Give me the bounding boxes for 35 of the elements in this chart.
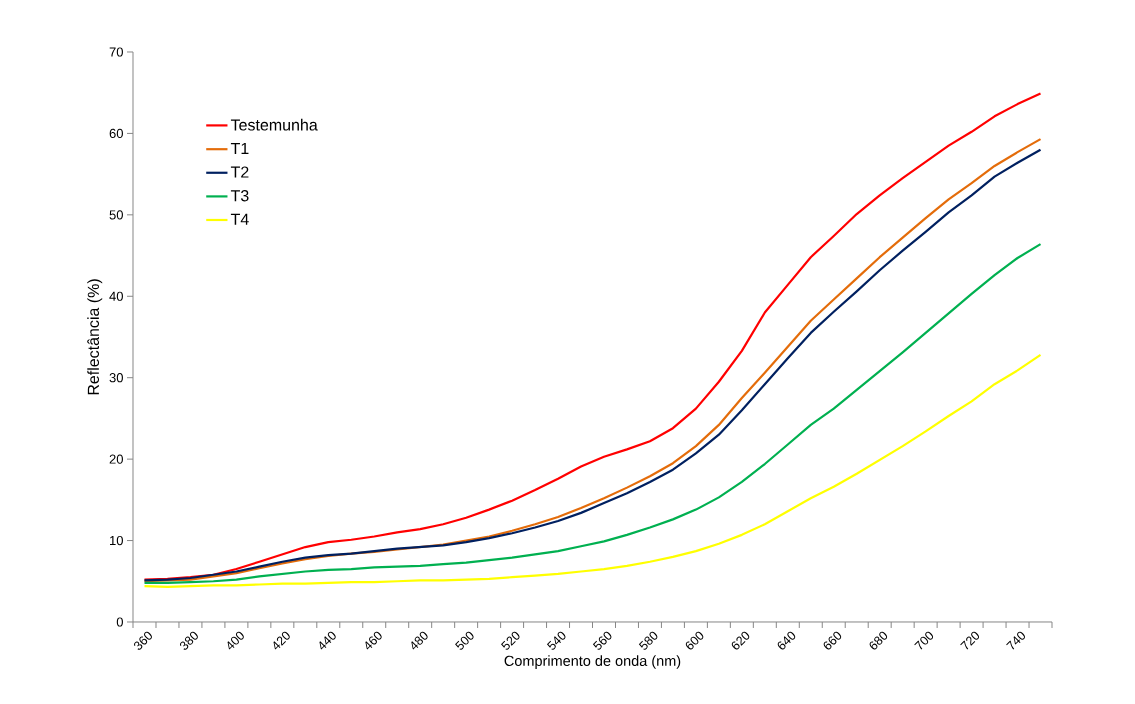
x-tick-label: 400 xyxy=(227,631,244,650)
y-tick-label: 10 xyxy=(110,535,123,546)
y-axis-title: Reflectância (%) xyxy=(87,279,103,395)
y-tick-label: 0 xyxy=(116,617,123,627)
y-tick-label: 60 xyxy=(109,128,123,139)
x-tick-label: 620 xyxy=(731,631,750,650)
y-tick-label: 30 xyxy=(109,373,123,383)
x-tick-label: 720 xyxy=(960,631,980,650)
y-tick-label: 70 xyxy=(109,47,123,57)
x-tick-label: 600 xyxy=(685,631,704,650)
x-tick-label: 740 xyxy=(1006,631,1025,650)
x-tick-label: 420 xyxy=(273,631,290,650)
legend-label: T4 xyxy=(230,213,249,225)
x-tick-label: 680 xyxy=(869,631,888,650)
x-tick-label: 380 xyxy=(179,631,198,650)
y-tick-label: 20 xyxy=(109,454,123,464)
x-tick-label: 460 xyxy=(365,631,382,650)
y-tick-label: 50 xyxy=(109,210,123,220)
x-tick-label: 580 xyxy=(638,631,658,650)
legend-label: T2 xyxy=(230,166,249,178)
x-tick-label: 480 xyxy=(411,631,428,650)
x-axis-title: Comprimento de onda (nm) xyxy=(504,655,681,669)
x-tick-label: 500 xyxy=(455,631,474,650)
y-tick-label: 40 xyxy=(109,291,123,301)
x-tick-label: 360 xyxy=(134,631,152,650)
x-tick-label: 440 xyxy=(319,631,336,650)
x-tick-label: 540 xyxy=(546,631,566,650)
x-tick-label: 700 xyxy=(914,631,934,650)
x-tick-label: 640 xyxy=(777,631,796,650)
x-tick-label: 660 xyxy=(823,631,842,650)
x-tick-label: 560 xyxy=(592,631,612,650)
legend-label: T1 xyxy=(230,142,249,154)
legend-label: Testemunha xyxy=(230,118,318,131)
x-tick-label: 520 xyxy=(501,631,520,650)
legend-label: T3 xyxy=(230,190,249,202)
